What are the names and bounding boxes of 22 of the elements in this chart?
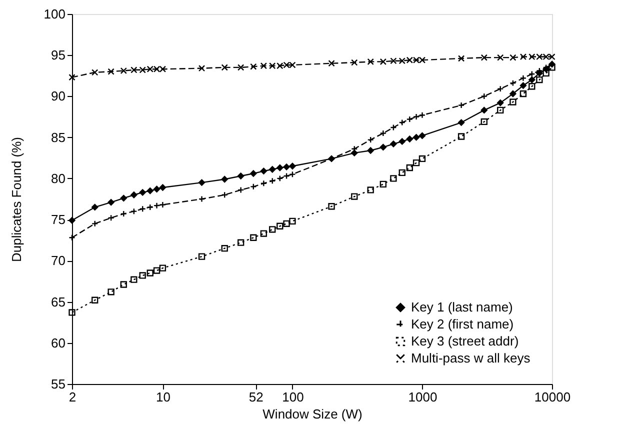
x-tick-label: 52: [248, 390, 264, 404]
x-tick-label: 1000: [408, 390, 438, 404]
x-tick-label: 2: [68, 390, 76, 404]
y-tick-label: 90: [51, 88, 66, 104]
y-axis-title: Duplicates Found (%): [8, 137, 24, 262]
y-tick-label: 85: [51, 130, 66, 145]
y-tick-label: 75: [51, 212, 66, 228]
y-tick-label: 70: [51, 253, 66, 268]
legend-label: Key 3 (street addr): [411, 334, 519, 348]
y-tick-label: 65: [51, 294, 66, 310]
x-tick-label: 10: [156, 390, 170, 404]
y-tick-label: 55: [51, 376, 66, 392]
y-tick-label: 95: [51, 48, 66, 63]
y-tick-label: 60: [51, 335, 66, 350]
legend-label: Key 1 (last name): [411, 300, 513, 314]
y-tick-label: 80: [51, 170, 66, 186]
x-tick-label: 100: [282, 390, 304, 404]
x-tick-label: 10000: [534, 390, 571, 404]
y-tick-label: 100: [44, 6, 66, 22]
legend-label: Multi-pass w all keys: [411, 350, 531, 366]
x-axis-title: Window Size (W): [262, 406, 362, 422]
legend-label: Key 2 (first name): [411, 316, 514, 332]
